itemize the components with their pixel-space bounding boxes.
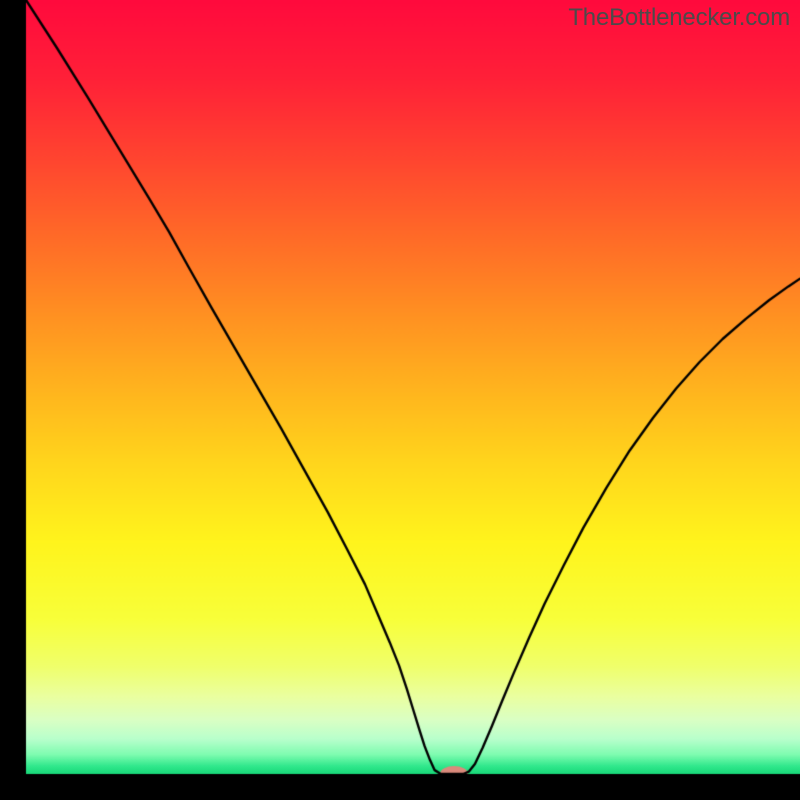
- chart-container: TheBottlenecker.com: [0, 0, 800, 800]
- bottleneck-chart-canvas: [0, 0, 800, 800]
- watermark-text: TheBottlenecker.com: [568, 4, 790, 32]
